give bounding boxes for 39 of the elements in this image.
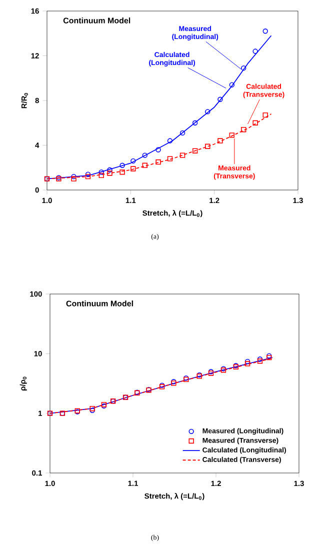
point <box>218 96 223 102</box>
point <box>167 156 173 162</box>
point <box>241 65 246 71</box>
point <box>107 167 112 172</box>
point <box>229 82 234 88</box>
point <box>167 138 173 144</box>
point <box>262 28 268 34</box>
point <box>252 48 258 54</box>
line-series <box>46 113 272 180</box>
point <box>130 166 136 172</box>
point <box>71 176 76 182</box>
point <box>71 174 76 180</box>
point <box>241 126 246 132</box>
text: Continuum Model <box>66 300 133 306</box>
point <box>156 147 161 152</box>
point <box>107 170 112 176</box>
point <box>244 358 250 364</box>
point <box>205 144 210 149</box>
point <box>156 159 161 165</box>
point <box>252 120 258 126</box>
point <box>85 174 91 180</box>
point <box>244 361 250 366</box>
point <box>85 172 91 177</box>
point <box>192 148 198 154</box>
point <box>98 170 104 175</box>
point <box>180 152 186 158</box>
point <box>120 162 125 168</box>
point <box>192 120 198 126</box>
point <box>130 158 136 164</box>
point <box>229 132 234 138</box>
point <box>262 112 268 118</box>
point <box>205 109 210 114</box>
text: Continuum Model <box>63 17 130 24</box>
point <box>218 138 223 144</box>
point <box>142 162 148 168</box>
point <box>98 172 104 178</box>
point <box>142 152 148 158</box>
point <box>180 130 186 136</box>
point <box>120 170 125 175</box>
